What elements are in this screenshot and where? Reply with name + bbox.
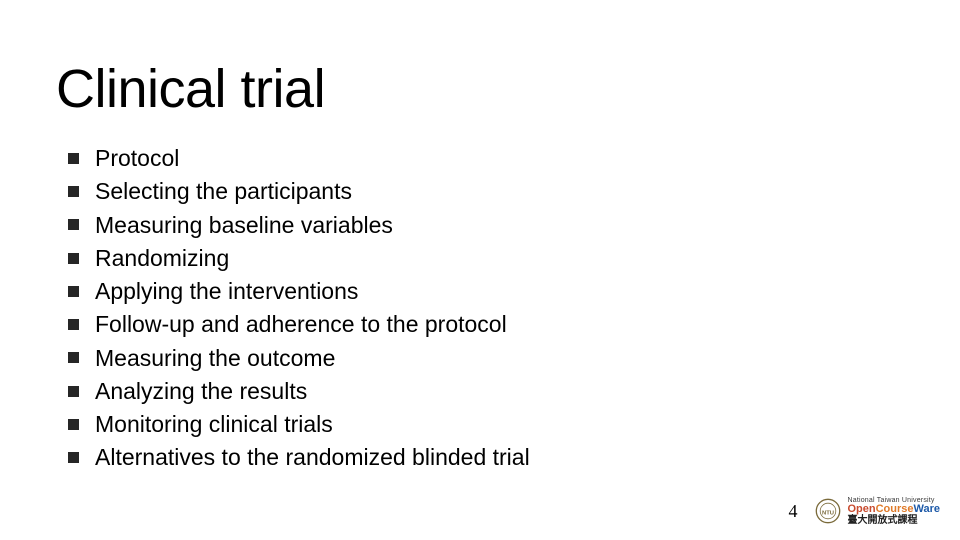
ocw-course: Course xyxy=(876,503,914,515)
ocw-chinese-name: 臺大開放式課程 xyxy=(847,516,940,527)
list-item: Measuring the outcome xyxy=(68,344,904,373)
bullet-label: Randomizing xyxy=(95,244,229,273)
ntu-seal-text: NTU xyxy=(822,511,834,517)
page-number: 4 xyxy=(788,501,797,522)
list-item: Protocol xyxy=(68,144,904,173)
list-item: Monitoring clinical trials xyxy=(68,410,904,439)
bullet-marker-icon xyxy=(68,452,79,463)
ocw-logo: NTU National Taiwan University OpenCours… xyxy=(815,497,940,526)
bullet-marker-icon xyxy=(68,319,79,330)
bullet-label: Monitoring clinical trials xyxy=(95,410,333,439)
bullet-label: Applying the interventions xyxy=(95,277,358,306)
bullet-label: Measuring the outcome xyxy=(95,344,335,373)
bullet-list: Protocol Selecting the participants Meas… xyxy=(56,144,904,472)
list-item: Follow-up and adherence to the protocol xyxy=(68,310,904,339)
bullet-marker-icon xyxy=(68,219,79,230)
ocw-open: Open xyxy=(847,503,875,515)
bullet-label: Measuring baseline variables xyxy=(95,211,393,240)
list-item: Randomizing xyxy=(68,244,904,273)
bullet-marker-icon xyxy=(68,352,79,363)
list-item: Selecting the participants xyxy=(68,177,904,206)
list-item: Alternatives to the randomized blinded t… xyxy=(68,443,904,472)
slide: Clinical trial Protocol Selecting the pa… xyxy=(0,0,960,540)
bullet-marker-icon xyxy=(68,286,79,297)
bullet-marker-icon xyxy=(68,386,79,397)
list-item: Measuring baseline variables xyxy=(68,211,904,240)
bullet-label: Follow-up and adherence to the protocol xyxy=(95,310,507,339)
bullet-label: Protocol xyxy=(95,144,179,173)
bullet-label: Selecting the participants xyxy=(95,177,352,206)
bullet-marker-icon xyxy=(68,186,79,197)
bullet-marker-icon xyxy=(68,153,79,164)
bullet-label: Alternatives to the randomized blinded t… xyxy=(95,443,530,472)
page-title: Clinical trial xyxy=(56,58,904,120)
bullet-marker-icon xyxy=(68,419,79,430)
bullet-label: Analyzing the results xyxy=(95,377,307,406)
ocw-ware: Ware xyxy=(914,503,941,515)
ocw-wordmark: OpenCourseWare xyxy=(847,504,940,516)
slide-footer: 4 NTU National Taiwan University OpenCou… xyxy=(788,497,940,526)
list-item: Analyzing the results xyxy=(68,377,904,406)
ocw-logo-text: National Taiwan University OpenCourseWar… xyxy=(847,497,940,526)
ntu-seal-icon: NTU xyxy=(815,498,841,524)
bullet-marker-icon xyxy=(68,253,79,264)
list-item: Applying the interventions xyxy=(68,277,904,306)
